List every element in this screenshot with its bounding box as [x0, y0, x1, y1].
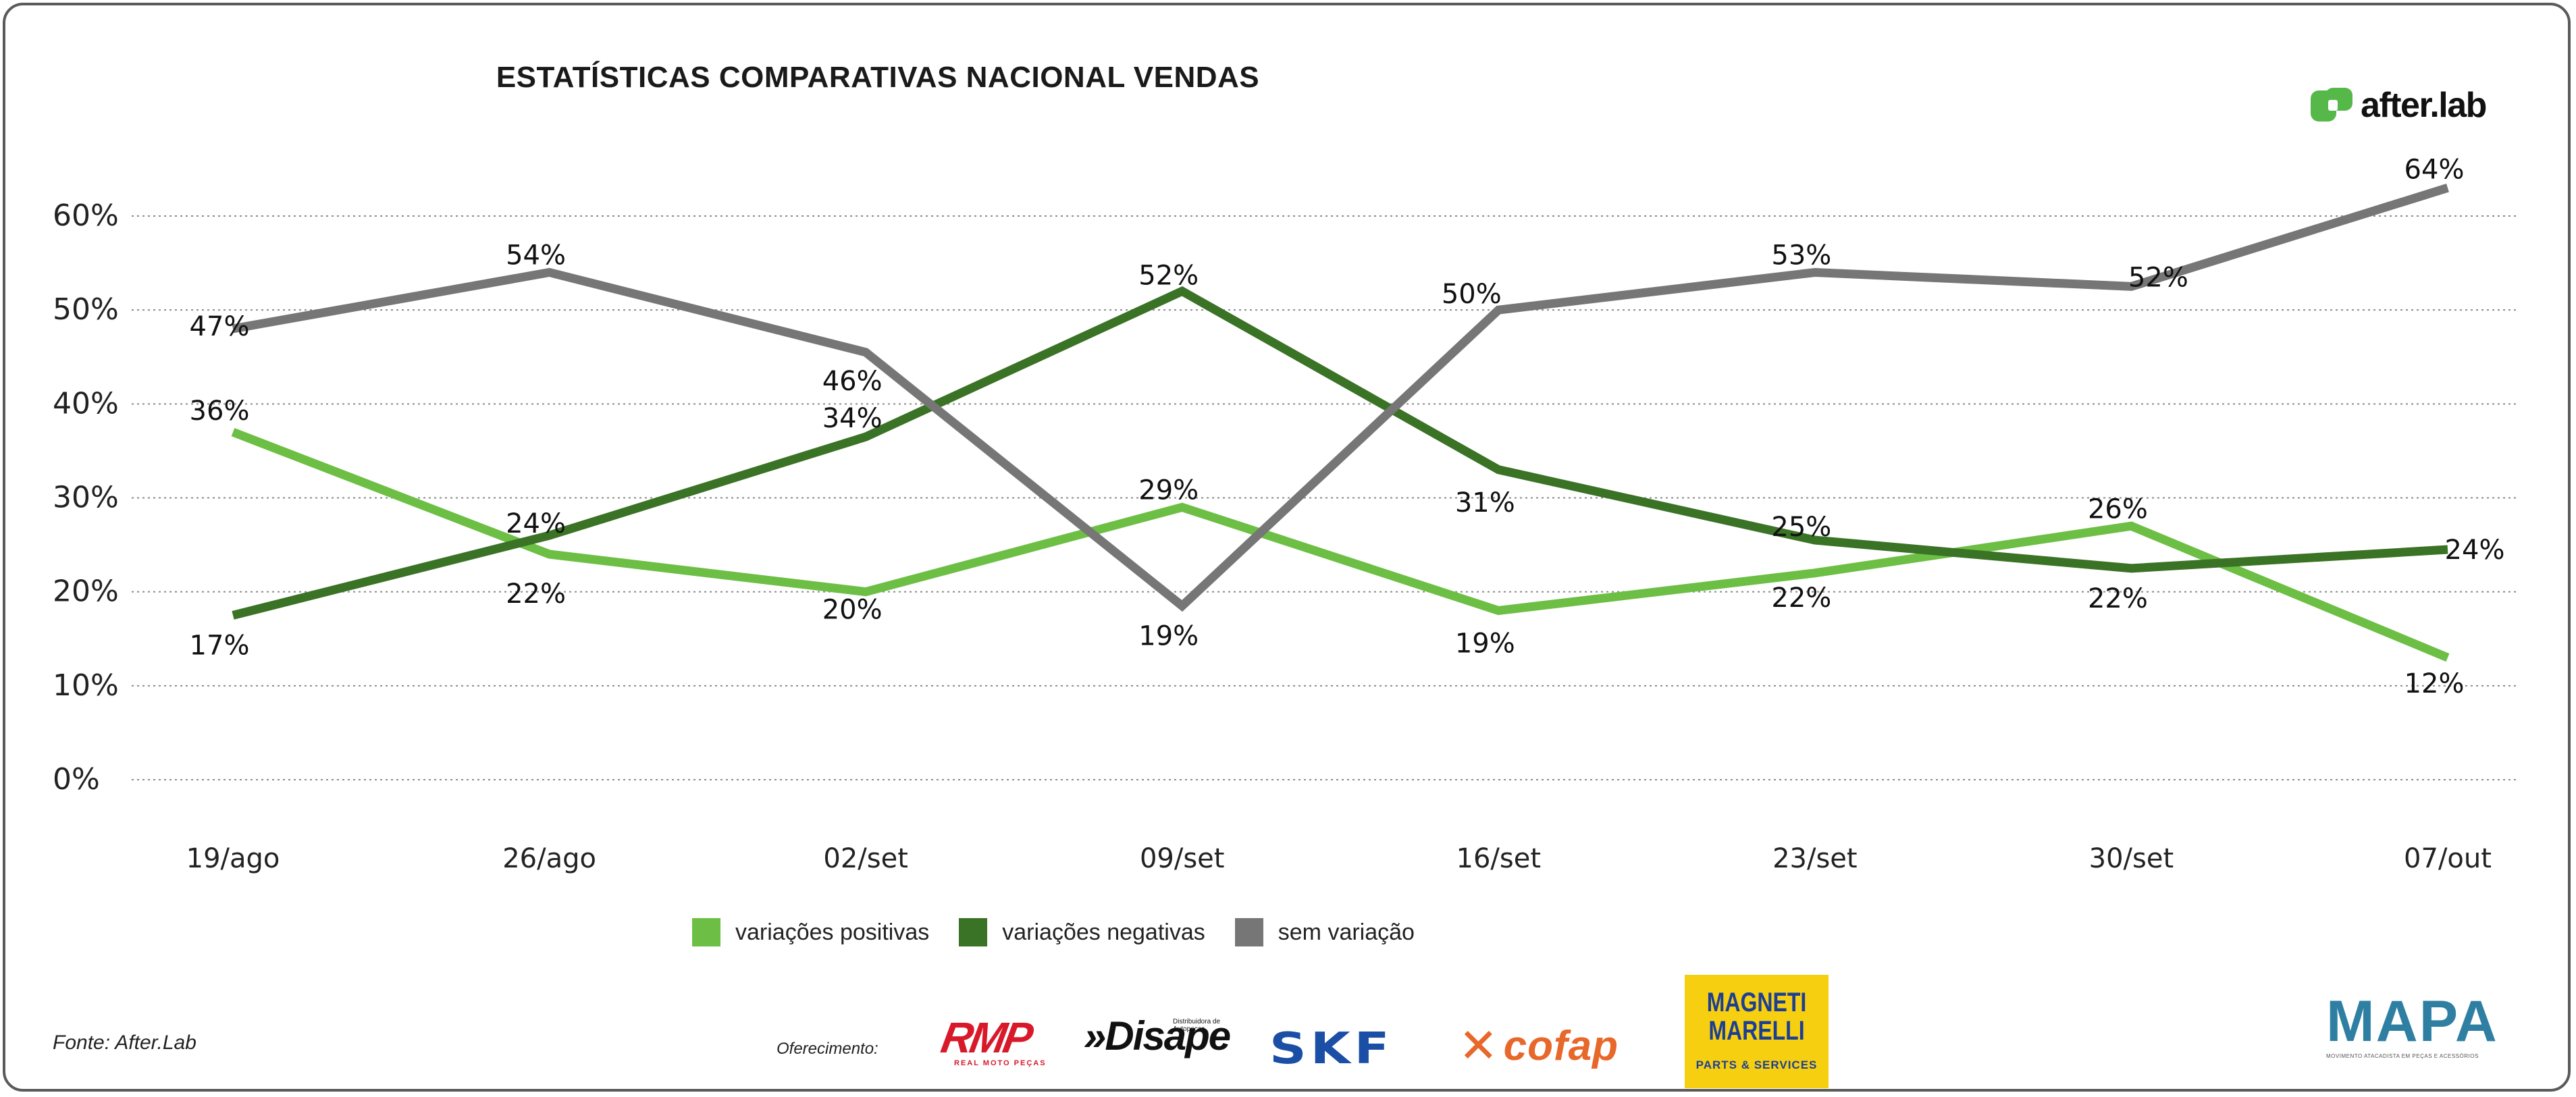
legend-item-no-change: sem variação	[1234, 918, 1415, 946]
series-line-negative	[232, 286, 2448, 620]
legend-swatch-no-change	[1234, 918, 1263, 946]
legend-label-positive: variações positivas	[735, 919, 930, 945]
x-tick-label: 26/ago	[502, 843, 596, 874]
afterlab-logo: after.lab	[2309, 82, 2487, 128]
data-label: 12%	[2404, 668, 2465, 699]
chart-title: ESTATÍSTICAS COMPARATIVAS NACIONAL VENDA…	[496, 61, 1260, 94]
y-tick-label: 40%	[53, 386, 119, 421]
data-label: 17%	[190, 630, 250, 661]
magneti-marelli-wordmark: MAGNETI MARELLI	[1699, 988, 1814, 1045]
skf-logo: SKF	[1269, 1022, 1394, 1074]
cofap-mark-icon: ✕	[1458, 1019, 1498, 1072]
data-label: 64%	[2404, 154, 2465, 185]
legend-label-negative: variações negativas	[1002, 919, 1205, 945]
disape-wordmark: »Disape	[1084, 1013, 1231, 1059]
data-label: 31%	[1455, 487, 1515, 518]
afterlab-wordmark: after.lab	[2361, 86, 2487, 125]
series-line-no-change	[232, 184, 2449, 612]
magneti-line1: MAGNETI	[1706, 988, 1807, 1017]
series-line-positive	[231, 428, 2450, 662]
data-label: 36%	[190, 396, 250, 427]
data-label: 19%	[1455, 628, 1515, 660]
x-tick-label: 30/set	[2089, 843, 2174, 874]
data-label: 19%	[1138, 621, 1199, 652]
disape-logo: »Disape Distribuidora de Autopeças	[1084, 1013, 1231, 1067]
data-label: 53%	[1771, 240, 1831, 271]
data-label: 47%	[190, 311, 250, 342]
y-tick-label: 60%	[53, 198, 119, 233]
x-tick-label: 19/ago	[186, 843, 280, 874]
data-label: 29%	[1138, 475, 1199, 506]
chart-frame	[3, 3, 2571, 1092]
data-label: 34%	[822, 403, 883, 434]
y-tick-label: 30%	[53, 481, 119, 515]
x-tick-label: 07/out	[2404, 843, 2492, 874]
legend-swatch-positive	[692, 918, 720, 946]
x-tick-label: 09/set	[1140, 843, 1225, 874]
data-label: 22%	[1771, 583, 1831, 614]
y-tick-label: 0%	[53, 762, 100, 797]
data-label: 52%	[2128, 262, 2188, 293]
source-note: Fonte: After.Lab	[53, 1032, 196, 1054]
data-label: 24%	[2445, 535, 2505, 566]
magneti-marelli-subtitle: PARTS & SERVICES	[1696, 1059, 1818, 1071]
rmp-wordmark: RMP	[937, 1013, 1034, 1062]
x-tick-label: 23/set	[1772, 843, 1858, 874]
data-label: 46%	[822, 366, 883, 397]
data-label: 26%	[2088, 493, 2148, 525]
chart-legend: variações positivas variações negativas …	[692, 918, 1444, 946]
x-tick-label: 02/set	[823, 843, 908, 874]
y-tick-label: 10%	[53, 668, 119, 703]
cofap-wordmark: cofap	[1503, 1022, 1619, 1069]
offer-label: Oferecimento:	[777, 1040, 878, 1058]
legend-item-positive: variações positivas	[692, 918, 929, 946]
mapa-logo: MAPA MOVIMENTO ATACADISTA EM PEÇAS E ACE…	[2326, 989, 2498, 1060]
magneti-line2: MARELLI	[1708, 1016, 1805, 1046]
magneti-marelli-logo: MAGNETI MARELLI PARTS & SERVICES	[1685, 975, 1829, 1088]
data-label: 54%	[506, 240, 566, 271]
legend-label-no-change: sem variação	[1278, 919, 1415, 945]
rmp-logo: RMP REAL MOTO PEÇAS	[938, 1013, 1070, 1067]
mapa-subtitle: MOVIMENTO ATACADISTA EM PEÇAS E ACESSÓRI…	[2326, 1053, 2479, 1059]
legend-item-negative: variações negativas	[959, 918, 1205, 946]
disape-subtitle: Distribuidora de Autopeças	[1173, 1018, 1221, 1033]
data-label: 22%	[2088, 583, 2148, 614]
afterlab-mark-icon	[2311, 88, 2352, 122]
y-tick-label: 50%	[53, 292, 119, 327]
data-label: 52%	[1138, 260, 1199, 291]
data-label: 25%	[1771, 512, 1831, 543]
data-label: 50%	[1442, 279, 1502, 310]
data-label: 20%	[822, 595, 883, 626]
data-label: 22%	[506, 579, 566, 610]
cofap-logo: ✕ cofap	[1458, 1018, 1619, 1073]
x-tick-label: 16/set	[1456, 843, 1542, 874]
y-tick-label: 20%	[53, 574, 119, 609]
rmp-subtitle: REAL MOTO PEÇAS	[954, 1059, 1047, 1067]
legend-swatch-negative	[959, 918, 988, 946]
mapa-wordmark: MAPA	[2326, 989, 2498, 1054]
data-label: 24%	[506, 508, 566, 539]
